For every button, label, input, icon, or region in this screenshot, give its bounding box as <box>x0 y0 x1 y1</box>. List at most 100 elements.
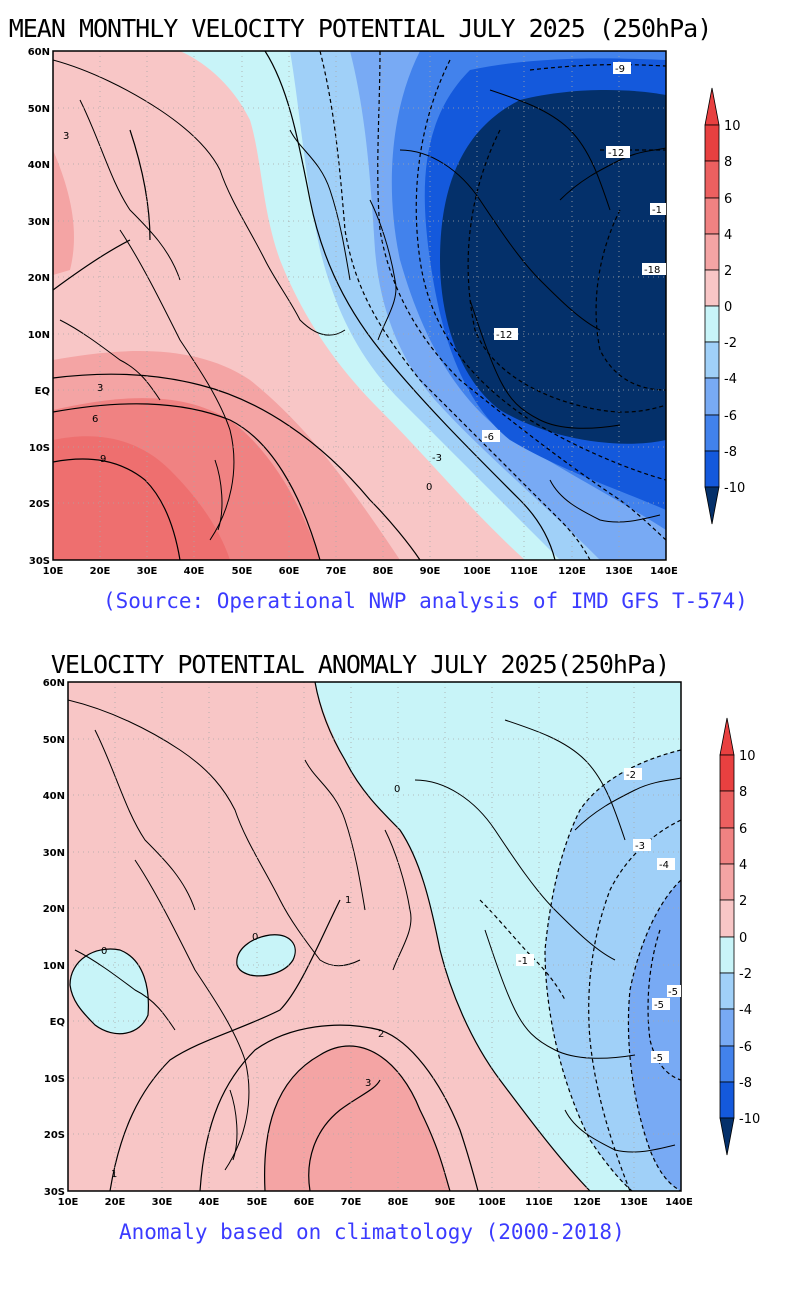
contour-label: 6 <box>92 414 98 425</box>
lat-label: 50N <box>28 104 50 115</box>
lon-label: 70E <box>341 1197 362 1208</box>
lon-label: 140E <box>665 1197 693 1208</box>
contour-label: -5 <box>653 1053 663 1064</box>
colorbar-label: -6 <box>739 1040 752 1055</box>
colorbar-label: -8 <box>739 1076 752 1091</box>
panel1-contour-labels: -9 3 -12 -1 -18 -12 3 6 9 -6 -3 0 <box>63 62 666 493</box>
lon-label: 10E <box>58 1197 79 1208</box>
lon-label: 130E <box>620 1197 648 1208</box>
contour-label: 3 <box>97 383 103 394</box>
colorbar-label: 8 <box>724 155 732 170</box>
panel1-field <box>53 51 666 560</box>
contour-label: -1 <box>652 205 662 216</box>
lat-label: EQ <box>35 386 50 397</box>
lat-label: 40N <box>28 160 50 171</box>
contour-label: -9 <box>615 64 625 75</box>
lon-label: 120E <box>573 1197 601 1208</box>
panel2-field <box>68 682 681 1191</box>
colorbar-label: 0 <box>724 300 732 315</box>
lon-label: 80E <box>373 566 394 577</box>
lon-label: 90E <box>435 1197 456 1208</box>
contour-label: -12 <box>496 330 512 341</box>
lon-label: 110E <box>510 566 538 577</box>
colorbar-label: -4 <box>739 1003 752 1018</box>
colorbar-label: -10 <box>739 1112 760 1127</box>
lon-label: 100E <box>478 1197 506 1208</box>
panel1-map: -9 3 -12 -1 -18 -12 3 6 9 -6 -3 0 60N 50… <box>28 47 746 577</box>
contour-label: 1 <box>111 1169 117 1180</box>
lon-label: 10E <box>43 566 64 577</box>
contour-label: -18 <box>644 265 660 276</box>
panel1-title: MEAN MONTHLY VELOCITY POTENTIAL JULY 202… <box>8 14 713 43</box>
contour-label: -2 <box>626 770 636 781</box>
lon-label: 30E <box>137 566 158 577</box>
colorbar-label: 10 <box>724 119 741 134</box>
contour-label: -3 <box>432 453 442 464</box>
lon-label: 120E <box>558 566 586 577</box>
contour-label: 1 <box>345 895 351 906</box>
lon-label: 130E <box>605 566 633 577</box>
lon-label: 40E <box>199 1197 220 1208</box>
colorbar-label: 4 <box>739 858 747 873</box>
colorbar-label: -2 <box>724 336 737 351</box>
colorbar-label: 0 <box>739 931 747 946</box>
contour-label: 9 <box>100 454 106 465</box>
contour-label: -6 <box>484 432 494 443</box>
panel2-lat-labels: 60N 50N 40N 30N 20N 10N EQ 10S 20S 30S <box>43 678 65 1198</box>
panel2-title: VELOCITY POTENTIAL ANOMALY JULY 2025(250… <box>50 650 670 679</box>
panel1-lat-labels: 60N 50N 40N 30N 20N 10N EQ 10S 20S 30S <box>28 47 50 567</box>
lon-label: 90E <box>420 566 441 577</box>
lon-label: 140E <box>650 566 678 577</box>
lon-label: 100E <box>463 566 491 577</box>
lon-label: 50E <box>232 566 253 577</box>
colorbar-label: -6 <box>724 409 737 424</box>
colorbar-label: 8 <box>739 785 747 800</box>
colorbar-label: -8 <box>724 445 737 460</box>
contour-label: -3 <box>635 841 645 852</box>
panel2-grid <box>68 682 681 1191</box>
lat-label: 40N <box>43 791 65 802</box>
lon-label: 20E <box>90 566 111 577</box>
panel2-coastlines <box>68 699 681 1171</box>
colorbar-label: -10 <box>724 481 745 496</box>
lon-label: 60E <box>294 1197 315 1208</box>
lon-label: 20E <box>105 1197 126 1208</box>
contour-label: 0 <box>101 946 107 957</box>
panel2-colorbar: 10 8 6 4 2 0 -2 -4 -6 -8 -10 <box>719 717 760 1156</box>
lat-label: 50N <box>43 735 65 746</box>
colorbar-label: 2 <box>724 264 732 279</box>
contour-label: 0 <box>252 932 258 943</box>
contour-label: 0 <box>394 784 400 795</box>
lat-label: 30N <box>43 848 65 859</box>
colorbar-label: -2 <box>739 967 752 982</box>
lon-label: 60E <box>279 566 300 577</box>
lat-label: 60N <box>28 47 50 58</box>
panel2-map: 0 -2 -3 -4 1 0 0 -1 -5 -5 -5 2 3 1 60N 5… <box>43 678 761 1208</box>
contour-label: -4 <box>659 860 669 871</box>
lon-label: 50E <box>247 1197 268 1208</box>
lat-label: 30S <box>29 556 50 567</box>
colorbar-label: 4 <box>724 228 732 243</box>
colorbar-label: 6 <box>739 822 747 837</box>
panel2-caption: Anomaly based on climatology (2000-2018) <box>119 1220 625 1244</box>
panel1-grid <box>53 51 666 560</box>
colorbar-label: 6 <box>724 192 732 207</box>
panel2-lon-labels: 10E 20E 30E 40E 50E 60E 70E 80E 90E 100E… <box>58 1197 693 1208</box>
lat-label: 30S <box>44 1187 65 1198</box>
contour-label: -12 <box>608 148 624 159</box>
lon-label: 110E <box>525 1197 553 1208</box>
lat-label: 10N <box>43 961 65 972</box>
lat-label: 30N <box>28 217 50 228</box>
lat-label: 10S <box>29 443 50 454</box>
contour-label: -5 <box>668 987 678 998</box>
colorbar-label: 2 <box>739 894 747 909</box>
lon-label: 80E <box>388 1197 409 1208</box>
contour-label: 2 <box>378 1029 384 1040</box>
panel2-contour-labels: 0 -2 -3 -4 1 0 0 -1 -5 -5 -5 2 3 1 <box>101 768 681 1180</box>
panel1-lon-labels: 10E 20E 30E 40E 50E 60E 70E 80E 90E 100E… <box>43 566 678 577</box>
lat-label: 20N <box>28 273 50 284</box>
lat-label: 10N <box>28 330 50 341</box>
lon-label: 70E <box>326 566 347 577</box>
lon-label: 30E <box>152 1197 173 1208</box>
lat-label: 20N <box>43 904 65 915</box>
